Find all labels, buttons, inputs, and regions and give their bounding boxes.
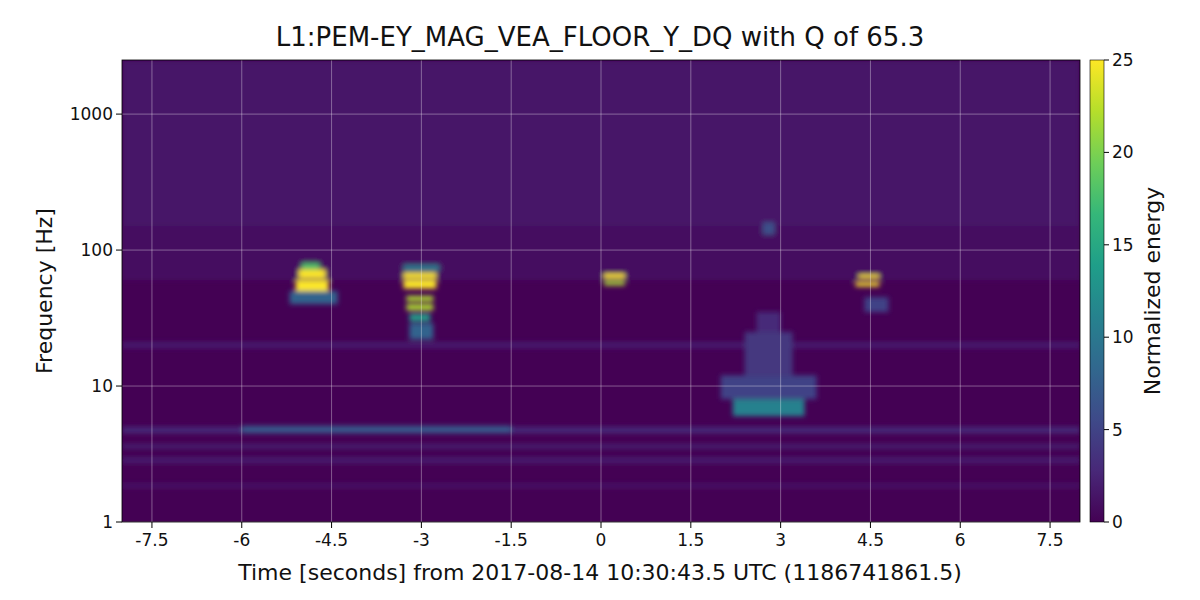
tick-label: 1.5 [677, 530, 704, 550]
cell [409, 314, 430, 321]
colorbar-tick-label: 25 [1112, 50, 1134, 70]
tick-label: 1000 [70, 104, 113, 124]
grid-line [1050, 60, 1051, 522]
tick [116, 250, 122, 251]
cell [296, 280, 329, 291]
colorbar-tick [1104, 60, 1109, 61]
tick [601, 522, 602, 528]
tick-label: -1.5 [495, 530, 528, 550]
cell [403, 273, 436, 278]
grid-line [601, 60, 602, 522]
cell [406, 304, 433, 310]
cell [721, 375, 817, 399]
tick-label: 0 [596, 530, 607, 550]
tick-label: 10 [91, 376, 113, 396]
tick [151, 522, 152, 528]
tick-label: -4.5 [315, 530, 348, 550]
grid-line [122, 386, 1080, 387]
colorbar-tick-label: 15 [1112, 235, 1134, 255]
colorbar-tick-label: 20 [1112, 142, 1134, 162]
tick [116, 114, 122, 115]
cell [745, 332, 793, 375]
grid-line [870, 60, 871, 522]
cell [864, 297, 888, 312]
grid-line [331, 60, 332, 522]
grid-line [122, 114, 1080, 115]
cell [604, 274, 625, 279]
title: L1:PEM-EY_MAG_VEA_FLOOR_Y_DQ with Q of 6… [276, 22, 924, 52]
grid-line [690, 60, 691, 522]
tick [116, 386, 122, 387]
plot-background [122, 60, 1080, 522]
tick [331, 522, 332, 528]
cell [604, 281, 625, 285]
tick-label: 3 [775, 530, 786, 550]
colorbar-tick-label: 0 [1112, 512, 1123, 532]
colorbar-tick [1104, 244, 1109, 245]
cell [858, 275, 879, 279]
tick [870, 522, 871, 528]
colorbar-tick [1104, 337, 1109, 338]
grid-line [780, 60, 781, 522]
tick [511, 522, 512, 528]
tick [1050, 522, 1051, 528]
grid-line [151, 60, 152, 522]
tick [960, 522, 961, 528]
tick-label: -3 [413, 530, 430, 550]
cell [290, 291, 338, 304]
colorbar [1090, 60, 1104, 522]
tick-label: -7.5 [135, 530, 168, 550]
tick-label: 7.5 [1037, 530, 1064, 550]
cell [733, 399, 805, 416]
plot-frame [122, 60, 1080, 522]
x-axis-label: Time [seconds] from 2017-08-14 10:30:43.… [237, 560, 961, 585]
tick [421, 522, 422, 528]
grid-line [122, 250, 1080, 251]
tick [780, 522, 781, 528]
cell [406, 296, 433, 301]
cell [302, 263, 320, 269]
tick-label: 6 [955, 530, 966, 550]
cell [855, 282, 879, 286]
tick-label: 1 [102, 512, 113, 532]
colorbar-tick [1104, 152, 1109, 153]
tick [241, 522, 242, 528]
tick-label: -6 [233, 530, 250, 550]
cell [403, 280, 436, 288]
cell [299, 269, 326, 278]
colorbar-tick-label: 10 [1112, 327, 1134, 347]
cell [242, 426, 511, 433]
grid-line [960, 60, 961, 522]
colorbar-tick [1104, 429, 1109, 430]
grid-line [511, 60, 512, 522]
grid-line [421, 60, 422, 522]
colorbar-label: Normalized energy [1140, 187, 1165, 395]
tick-label: 4.5 [857, 530, 884, 550]
colorbar-tick-label: 5 [1112, 420, 1123, 440]
y-axis-label: Frequency [Hz] [32, 208, 57, 374]
tick-label: 100 [81, 240, 113, 260]
chart: -7.5-6-4.5-3-1.501.534.567.51101001000L1… [0, 0, 1200, 600]
cell [757, 312, 781, 332]
tick [116, 522, 122, 523]
cell [763, 222, 775, 234]
grid-line [241, 60, 242, 522]
tick [690, 522, 691, 528]
colorbar-tick [1104, 522, 1109, 523]
